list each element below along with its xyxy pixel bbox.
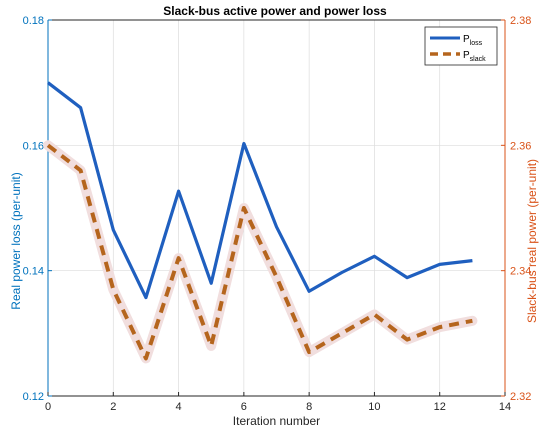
legend-label-P_loss: Ploss (463, 34, 483, 47)
x-tick-label: 6 (241, 401, 247, 413)
legend-label-P_slack: Pslack (463, 50, 486, 63)
y-tick-label-left: 0.12 (23, 391, 44, 403)
y-tick-label-left: 0.16 (23, 140, 44, 152)
y-axis-label-left: Real power loss (per-unit) (9, 172, 23, 309)
legend: Ploss Pslack (424, 26, 498, 66)
x-axis-label: Iteration number (233, 414, 320, 428)
y-tick-label-left: 0.18 (23, 15, 44, 27)
x-tick-label: 4 (176, 401, 182, 413)
x-tick-label: 10 (368, 401, 380, 413)
legend-box (424, 26, 498, 66)
x-tick-label: 14 (499, 401, 511, 413)
y-tick-label-right: 2.32 (510, 391, 531, 403)
x-tick-label: 8 (306, 401, 312, 413)
chart-title: Slack-bus active power and power loss (163, 4, 387, 18)
x-tick-label: 0 (45, 401, 51, 413)
y-tick-label-left: 0.14 (23, 266, 44, 278)
y-tick-label-right: 2.36 (510, 140, 531, 152)
y-tick-label-right: 2.34 (510, 266, 531, 278)
y-tick-label-right: 2.38 (510, 15, 531, 27)
x-tick-label: 12 (434, 401, 446, 413)
x-tick-label: 2 (110, 401, 116, 413)
plot-area: 0 2 4 6 8 10 12 14 0.12 0.14 0.16 0.18 2.32 2.34 2.36 2… (23, 15, 532, 413)
series-line-P_slack (46, 143, 473, 361)
series-line-P_loss (47, 81, 473, 300)
y-axis-label-right: Slack-bus real power (per-unit) (525, 159, 539, 323)
